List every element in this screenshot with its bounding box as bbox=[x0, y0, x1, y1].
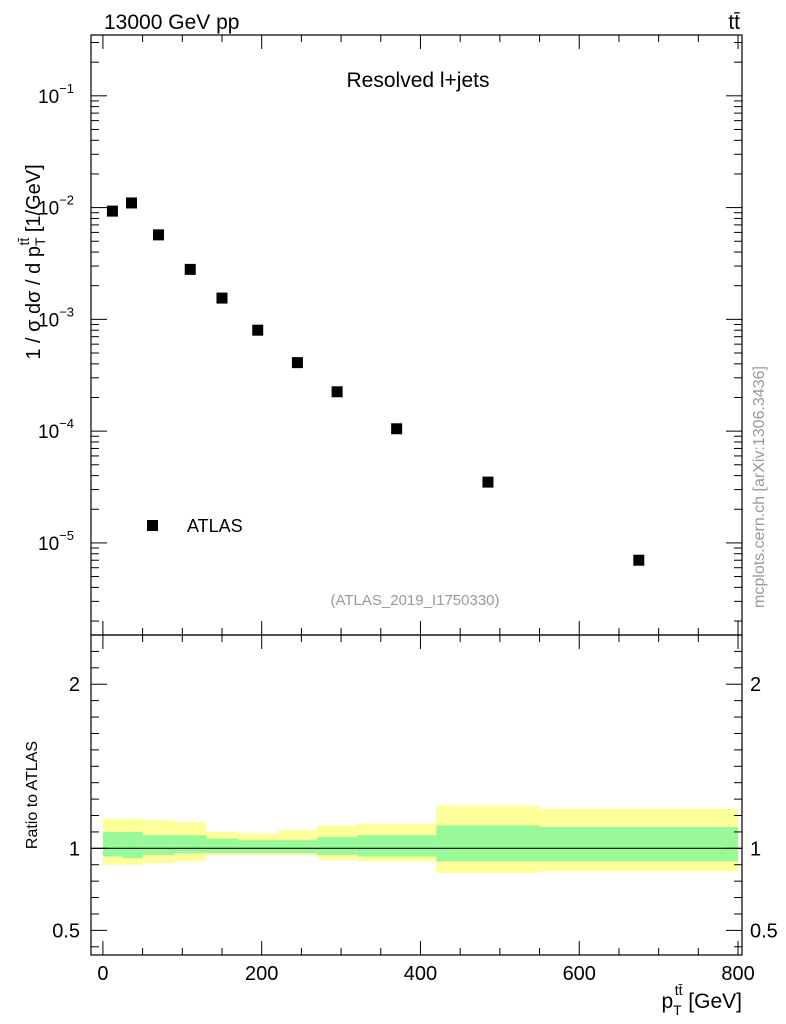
data-point bbox=[252, 324, 264, 336]
x-tick-label: 800 bbox=[721, 963, 754, 985]
ratio-y-tick-labels: 0.5 0.5 1 1 2 2 bbox=[52, 674, 778, 942]
data-point bbox=[331, 386, 343, 398]
ratio-band-segment bbox=[237, 840, 278, 854]
ratio-y-tick-label: 0.5 bbox=[52, 920, 80, 942]
legend-label: ATLAS bbox=[187, 516, 243, 536]
ratio-y-tick-label: 1 bbox=[69, 838, 80, 860]
data-point bbox=[391, 423, 403, 435]
x-tick-label: 200 bbox=[245, 963, 278, 985]
ratio-y-axis-label: Ratio to ATLAS bbox=[24, 741, 41, 849]
legend-marker bbox=[147, 520, 158, 531]
data-points bbox=[106, 197, 645, 566]
x-axis-label: pTtt̄ [GeV] bbox=[661, 982, 742, 1018]
ratio-band-segment bbox=[102, 831, 123, 857]
ratio-bands bbox=[102, 805, 739, 873]
main-y-tick-label: 10−4 bbox=[38, 416, 74, 443]
process-label: tt̄ bbox=[728, 11, 740, 34]
data-point bbox=[184, 263, 196, 275]
data-point bbox=[216, 292, 228, 304]
watermark: mcplots.cern.ch [arXiv:1306.3436] bbox=[751, 366, 768, 608]
main-y-tick-label: 10−3 bbox=[38, 304, 74, 331]
data-point bbox=[106, 205, 118, 217]
ratio-y-tick-label: 2 bbox=[69, 674, 80, 696]
main-axis-ticks bbox=[91, 35, 742, 635]
ratio-band-segment bbox=[142, 835, 175, 855]
main-plot-frame bbox=[90, 34, 743, 636]
ratio-band-segment bbox=[277, 840, 318, 854]
data-point bbox=[633, 554, 645, 566]
ratio-band-segment bbox=[174, 835, 207, 854]
ratio-band-segment bbox=[436, 825, 540, 862]
ratio-band-segment bbox=[539, 827, 739, 862]
ratio-band-segment bbox=[317, 836, 357, 855]
x-tick-label: 0 bbox=[97, 963, 108, 985]
data-point bbox=[291, 357, 303, 369]
x-tick-label: 600 bbox=[563, 963, 596, 985]
energy-label: 13000 GeV pp bbox=[104, 11, 239, 34]
main-y-tick-label: 10−1 bbox=[38, 81, 74, 108]
main-y-tick-label: 10−2 bbox=[38, 193, 74, 220]
ratio-band-segment bbox=[122, 831, 143, 859]
ratio-y-tick-label-right: 2 bbox=[750, 674, 761, 696]
analysis-id: (ATLAS_2019_I1750330) bbox=[330, 592, 499, 609]
ratio-plot: 0.5 0.51 12 2 0 200 400 600 800 Ratio to ATLAS … bbox=[24, 634, 778, 1018]
data-point bbox=[482, 476, 494, 488]
ratio-y-tick-label-right: 1 bbox=[750, 838, 761, 860]
chart-title: Resolved l+jets bbox=[347, 69, 490, 92]
ratio-band-segment bbox=[206, 838, 238, 854]
ratio-band-segment bbox=[356, 835, 437, 857]
data-point bbox=[125, 197, 137, 209]
main-y-axis-label: 1 / σ dσ / d pTtt̄ [1/GeV] bbox=[16, 164, 48, 359]
x-tick-labels: 0 200 400 600 800 bbox=[97, 963, 754, 985]
data-point bbox=[152, 229, 164, 241]
x-tick-label: 400 bbox=[404, 963, 437, 985]
ratio-plot-frame bbox=[90, 634, 743, 956]
ratio-axis-ticks bbox=[91, 635, 742, 955]
main-y-tick-labels: 10−1 10−2 10−3 10−4 10−5 bbox=[38, 81, 74, 555]
main-y-tick-label: 10−5 bbox=[38, 528, 74, 555]
ratio-y-tick-label-right: 0.5 bbox=[750, 920, 778, 942]
main-plot: 10−1 10−2 10−3 10−4 10−5 Resolved l+jets ATL… bbox=[16, 34, 743, 636]
